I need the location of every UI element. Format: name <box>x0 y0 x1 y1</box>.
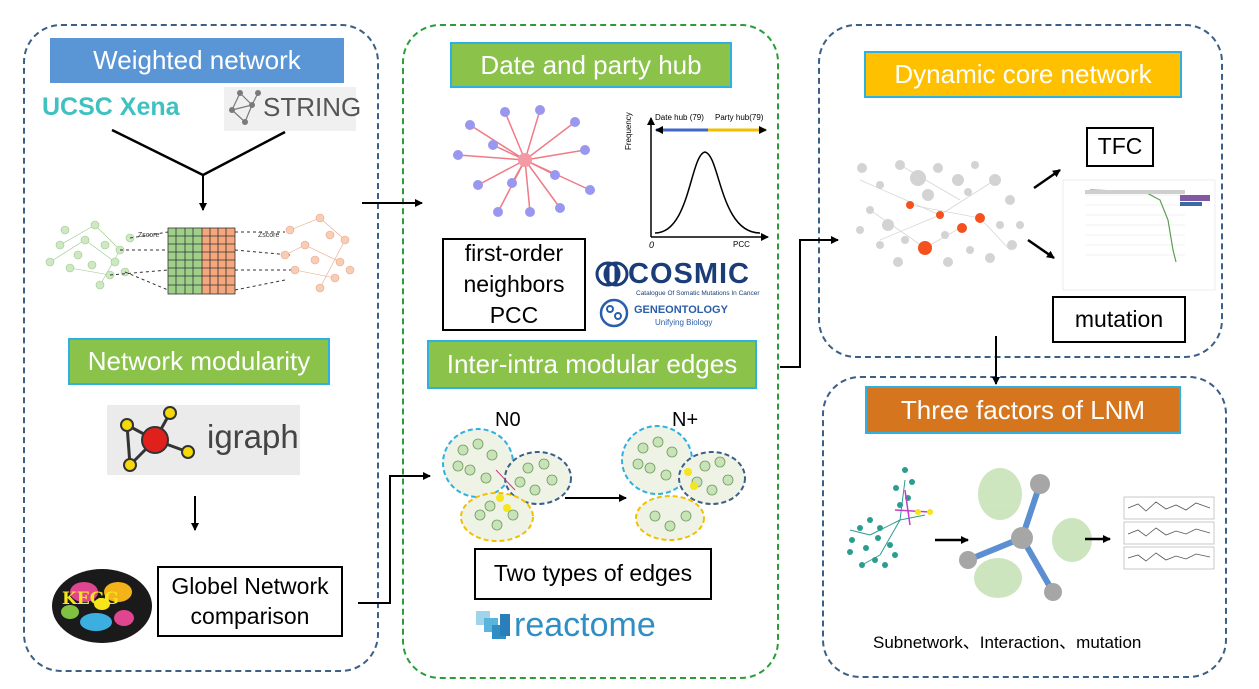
mutation-profile-plots <box>1123 496 1215 570</box>
string-logo: STRING <box>263 92 362 122</box>
first-order-neighbors-box: first-order neighbors PCC <box>442 238 586 331</box>
geneontology-tagline: Unifying Biology <box>655 318 713 327</box>
right-bottom-panel <box>822 376 1227 678</box>
module-network-nplus <box>621 425 746 541</box>
hub-distribution-chart <box>647 117 769 241</box>
arrow-to-tfc <box>1033 168 1061 190</box>
neighbors-line-1: first-order <box>464 239 564 266</box>
three-factors-lnm-title: Three factors of LNM <box>865 386 1181 434</box>
weighted-network-title: Weighted network <box>50 38 344 83</box>
chart-origin-label: 0 <box>649 240 655 250</box>
cosmic-logo: COSMIC <box>628 258 750 290</box>
tfc-box: TFC <box>1086 127 1154 167</box>
dynamic-core-network-title: Dynamic core network <box>864 51 1182 98</box>
matrix-zscore-left: Zscore <box>138 232 160 239</box>
reactome-logo: reactome <box>514 606 656 644</box>
module-network-n0 <box>442 428 572 542</box>
network-modularity-title-text: Network modularity <box>87 346 311 376</box>
inter-intra-modular-edges-title-text: Inter-intra modular edges <box>446 349 738 379</box>
weight-matrix <box>167 227 236 295</box>
core-network-graph <box>856 160 1024 267</box>
orange-network <box>280 213 355 293</box>
cosmic-icon <box>595 261 629 287</box>
mutation-heatmap-thumbnail <box>1062 179 1216 291</box>
nplus-label: N+ <box>672 409 699 431</box>
reactome-icon <box>476 611 510 639</box>
matrix-links <box>109 231 295 291</box>
chart-ylabel: Frequency <box>624 112 633 150</box>
two-types-of-edges-box: Two types of edges <box>474 548 712 600</box>
neighbors-line-3: PCC <box>489 302 539 329</box>
globel-network-comparison-box: Globel Network comparison <box>157 566 343 637</box>
network-modularity-title: Network modularity <box>68 338 330 385</box>
kegg-logo-icon <box>52 569 152 643</box>
kegg-logo: KEGG <box>62 589 119 609</box>
igraph-icon <box>107 405 300 475</box>
compare-line-1: Globel Network <box>171 572 329 599</box>
inter-intra-modular-edges-title: Inter-intra modular edges <box>427 340 757 389</box>
matrix-zscore-right: Zscore <box>258 232 280 239</box>
n0-label: N0 <box>495 409 521 431</box>
middle-panel <box>402 24 779 679</box>
merge-connector <box>111 128 286 211</box>
left-panel <box>23 24 379 672</box>
cosmic-tagline: Catalogue Of Somatic Mutations In Cancer <box>636 290 760 297</box>
ucsc-xena-logo: UCSC Xena <box>42 93 180 121</box>
neighbors-line-2: neighbors <box>463 270 565 297</box>
date-party-hub-title: Date and party hub <box>450 42 732 88</box>
date-hub-label: Date hub (79) <box>655 113 704 122</box>
mutation-text: mutation <box>1074 305 1164 332</box>
three-factors-lnm-title-text: Three factors of LNM <box>900 394 1146 425</box>
mutation-box: mutation <box>1052 296 1186 343</box>
dynamic-core-network-title-text: Dynamic core network <box>894 59 1152 89</box>
arrow-to-mutation <box>1027 238 1055 260</box>
hub-star-network <box>453 105 595 217</box>
interaction-structure <box>959 468 1092 601</box>
green-network <box>45 220 135 290</box>
connector-middle-to-right <box>780 236 839 368</box>
geneontology-logo: GENEONTOLOGY <box>634 304 728 316</box>
subnetwork-graph <box>847 467 933 568</box>
weighted-network-title-text: Weighted network <box>93 45 301 75</box>
party-hub-label: Party hub(79) <box>715 113 764 122</box>
string-network-icon <box>224 87 356 131</box>
connector-compare-to-edges <box>358 472 431 604</box>
geneontology-icon <box>599 298 629 328</box>
two-types-of-edges-text: Two types of edges <box>493 560 693 587</box>
tfc-text: TFC <box>1097 133 1143 160</box>
igraph-logo: igraph <box>207 418 299 455</box>
compare-line-2: comparison <box>190 602 310 629</box>
right-top-panel <box>818 24 1223 358</box>
chart-xlabel: PCC <box>733 240 750 249</box>
date-party-hub-title-text: Date and party hub <box>480 49 702 80</box>
three-factors-caption: Subnetwork、Interaction、mutation <box>873 633 1142 652</box>
